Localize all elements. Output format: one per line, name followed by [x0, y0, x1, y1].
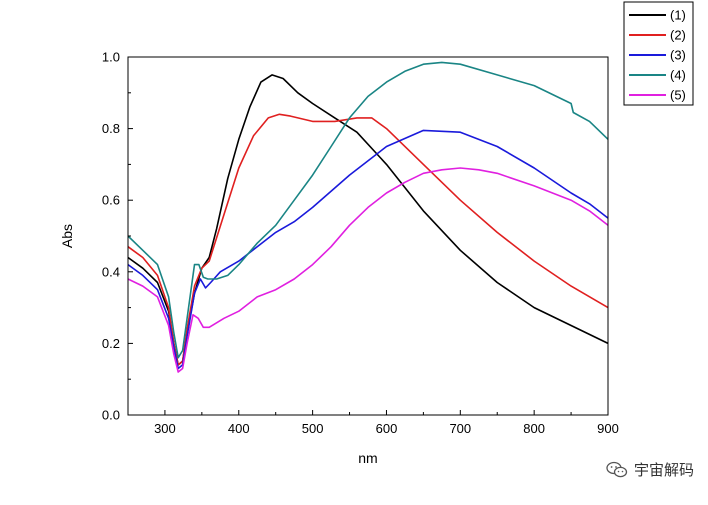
x-tick-label: 900: [597, 421, 619, 436]
series-layer: [127, 61, 609, 373]
y-tick-label: 1.0: [102, 50, 120, 65]
x-tick-label: 600: [376, 421, 398, 436]
series-line-2: [127, 113, 609, 366]
y-tick-label: 0.8: [102, 121, 120, 136]
watermark: 宇宙解码: [606, 459, 694, 480]
legend: (1) (2) (3) (4) (5): [623, 1, 694, 106]
y-axis: 0.0 0.2 0.4 0.6 0.8 1.0: [102, 50, 133, 423]
series-line-4: [127, 61, 609, 359]
x-tick-label: 300: [154, 421, 176, 436]
legend-label-5: (5): [670, 88, 686, 103]
y-tick-label: 0.2: [102, 336, 120, 351]
x-tick-label: 700: [449, 421, 471, 436]
legend-label-3: (3): [670, 48, 686, 63]
x-axis: 300 400 500 600 700 800 900: [127, 410, 619, 436]
x-tick-label: 800: [523, 421, 545, 436]
legend-label-4: (4): [670, 68, 686, 83]
y-axis-label: Abs: [59, 224, 75, 248]
x-tick-label: 500: [302, 421, 324, 436]
x-tick-label: 400: [228, 421, 250, 436]
wechat-icon: [606, 461, 628, 477]
series-line-3: [127, 129, 609, 370]
series-line-5: [127, 167, 609, 373]
legend-box: [623, 1, 694, 106]
y-tick-label: 0.4: [102, 264, 120, 279]
x-axis-label: nm: [358, 450, 377, 466]
watermark-text: 宇宙解码: [633, 461, 694, 479]
y-tick-label: 0.6: [102, 193, 120, 208]
legend-label-2: (2): [670, 28, 686, 43]
y-tick-label: 0.0: [102, 408, 120, 423]
legend-label-1: (1): [670, 8, 686, 23]
plot-frame: [127, 56, 609, 416]
